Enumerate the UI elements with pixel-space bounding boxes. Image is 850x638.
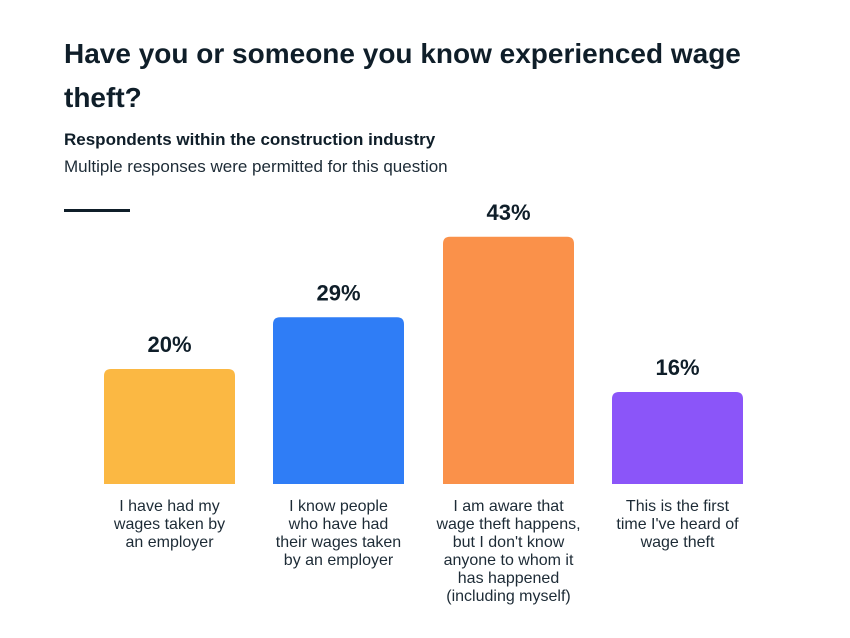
- category-label: wage theft happens,: [435, 516, 580, 533]
- category-label: who have had: [288, 516, 389, 533]
- category-label: This is the first: [626, 498, 730, 515]
- category-label: time I've heard of: [616, 516, 739, 533]
- chart-title: Have you or someone you know experienced…: [64, 38, 741, 113]
- data-label: 29%: [316, 280, 360, 305]
- category-label: anyone to whom it: [444, 552, 574, 569]
- category-label: I am aware that: [453, 498, 564, 515]
- category-label: by an employer: [284, 552, 394, 569]
- category-label: wages taken by: [113, 516, 225, 533]
- category-label: their wages taken: [276, 534, 401, 551]
- bar: [104, 369, 235, 484]
- chart-subtitle: Respondents within the construction indu…: [64, 130, 436, 149]
- category-label: I have had my: [119, 498, 220, 515]
- bar: [443, 236, 574, 484]
- divider: [64, 209, 130, 212]
- category-label: I know people: [289, 498, 388, 515]
- category-label: wage theft: [640, 534, 715, 551]
- bar: [273, 317, 404, 484]
- category-label: an employer: [125, 534, 214, 551]
- chart-note: Multiple responses were permitted for th…: [64, 157, 448, 176]
- data-label: 43%: [486, 200, 530, 225]
- category-label: but I don't know: [453, 534, 565, 551]
- data-label: 20%: [147, 332, 191, 357]
- bar: [612, 392, 743, 484]
- category-label: (including myself): [446, 588, 570, 605]
- data-label: 16%: [655, 355, 699, 380]
- category-label: has happened: [458, 570, 559, 587]
